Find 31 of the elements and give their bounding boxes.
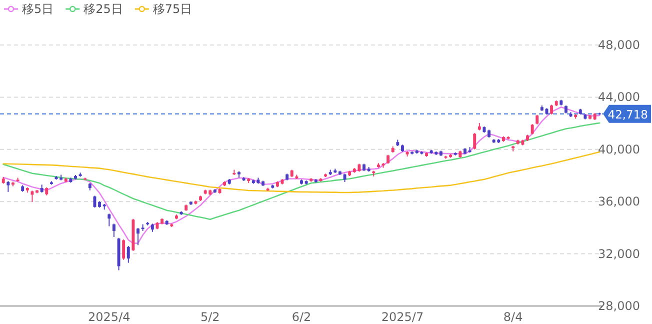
y-tick-label: 48,000 [598, 38, 640, 52]
y-tick-label: 28,000 [598, 299, 640, 313]
candlestick [6, 180, 10, 192]
y-tick-label: 44,000 [598, 90, 640, 104]
ref-line-label: 42,718 [608, 107, 648, 122]
candlestick [112, 223, 116, 238]
candlestick [473, 132, 476, 150]
candlestick [536, 114, 539, 125]
legend-label: 移5日 [22, 2, 54, 16]
y-tick-label: 32,000 [598, 246, 640, 261]
candlestick [136, 227, 140, 246]
candlestick [108, 213, 111, 227]
y-tick-label: 40,000 [598, 142, 640, 156]
candlestick [122, 238, 126, 260]
candlestick [30, 190, 34, 202]
line-series [2, 106, 600, 244]
candlestick [386, 154, 390, 164]
legend-label: 移25日 [84, 2, 123, 16]
ref-label: 42,718 [603, 104, 651, 123]
x-tick-label: 6/2 [292, 310, 312, 324]
x-tick-label: 5/2 [200, 310, 220, 324]
x-tick-label: 2025/7 [381, 310, 424, 324]
y-tick-label: 36,000 [598, 194, 640, 209]
line-series [2, 151, 600, 194]
x-tick-label: 8/4 [503, 310, 523, 324]
line-series [2, 122, 600, 220]
candlestick [126, 245, 130, 264]
x-tick-label: 2025/4 [88, 310, 130, 324]
candlestick [550, 104, 554, 115]
legend-label: 移75日 [152, 2, 192, 16]
candlestick [530, 124, 534, 135]
